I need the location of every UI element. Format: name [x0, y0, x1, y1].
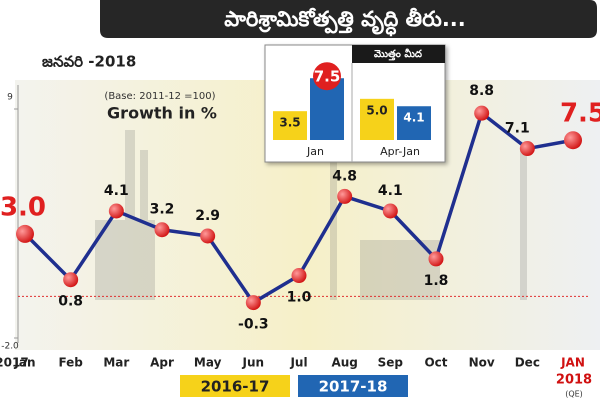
bar-value-label: 7.5: [314, 68, 341, 86]
inset-category: Jan: [306, 145, 324, 158]
title-banner: [100, 0, 597, 38]
end-note: (QE): [565, 390, 583, 399]
value-label: 4.1: [104, 183, 129, 199]
marker: [108, 203, 124, 219]
x-tick-label: Jul: [289, 356, 307, 370]
legend-swatch: [298, 375, 408, 397]
inset-title: మొత్తం మీద: [374, 47, 422, 61]
x-tick-label: Apr: [150, 356, 174, 370]
y-tick-label: -2.0: [1, 342, 19, 352]
x-tick-label: May: [194, 356, 222, 370]
x-tick-label: Nov: [469, 356, 495, 370]
value-label: 3.0: [0, 192, 46, 222]
inset-category: Apr-Jan: [380, 145, 420, 158]
value-label: 1.8: [424, 273, 449, 289]
start-year: 2017: [0, 356, 29, 370]
legend-label: 2017-18: [319, 378, 388, 396]
marker: [474, 105, 490, 121]
x-tick-label: JAN: [560, 356, 585, 370]
bar: [397, 106, 431, 140]
y-axis-label: Growth in %: [107, 104, 217, 123]
value-label: 2.9: [195, 208, 220, 224]
legend-label: 2016-17: [201, 378, 270, 396]
value-label: 4.8: [332, 168, 357, 184]
marker: [200, 228, 216, 244]
x-tick-label: Oct: [424, 356, 447, 370]
marker: [428, 251, 444, 267]
marker: [245, 295, 261, 311]
label-badge: [313, 62, 341, 91]
bar-value-label: 5.0: [366, 103, 387, 117]
value-label: 7.1: [505, 121, 530, 137]
marker: [154, 222, 170, 238]
marker: [63, 272, 79, 288]
marker: [16, 224, 34, 243]
value-label: 8.8: [469, 83, 494, 99]
marker: [337, 188, 353, 204]
marker: [291, 268, 307, 284]
legend-swatch: [180, 375, 290, 397]
value-label: 3.2: [150, 202, 175, 218]
value-label: 7.5: [560, 99, 600, 129]
inset-panel: మొత్తం మీద: [264, 44, 446, 163]
bar: [273, 111, 307, 140]
inset-box: [264, 44, 446, 163]
x-tick-label: Feb: [58, 356, 83, 370]
value-label: 0.8: [58, 294, 83, 310]
base-note: (Base: 2011-12 =100): [104, 91, 215, 102]
x-tick-label: Dec: [515, 356, 540, 370]
x-tick-label: Jan: [13, 356, 35, 370]
bar-value-label: 3.5: [279, 116, 300, 130]
bar-value-label: 4.1: [403, 111, 424, 125]
x-tick-label: Mar: [103, 356, 129, 370]
subtitle: జనవరి -2018: [42, 53, 136, 71]
value-label: 1.0: [287, 290, 312, 306]
x-tick-label: Aug: [331, 356, 357, 370]
marker: [382, 203, 398, 219]
marker: [564, 131, 582, 150]
y-tick-label: 9: [7, 93, 13, 103]
x-tick-label: Jun: [242, 356, 265, 370]
end-year: 2018: [556, 373, 592, 388]
marker: [519, 141, 535, 157]
value-label: 4.1: [378, 183, 403, 199]
bar: [360, 98, 394, 140]
x-tick-label: Sep: [378, 356, 404, 370]
value-label: -0.3: [238, 317, 269, 333]
inset-header: [352, 45, 445, 63]
